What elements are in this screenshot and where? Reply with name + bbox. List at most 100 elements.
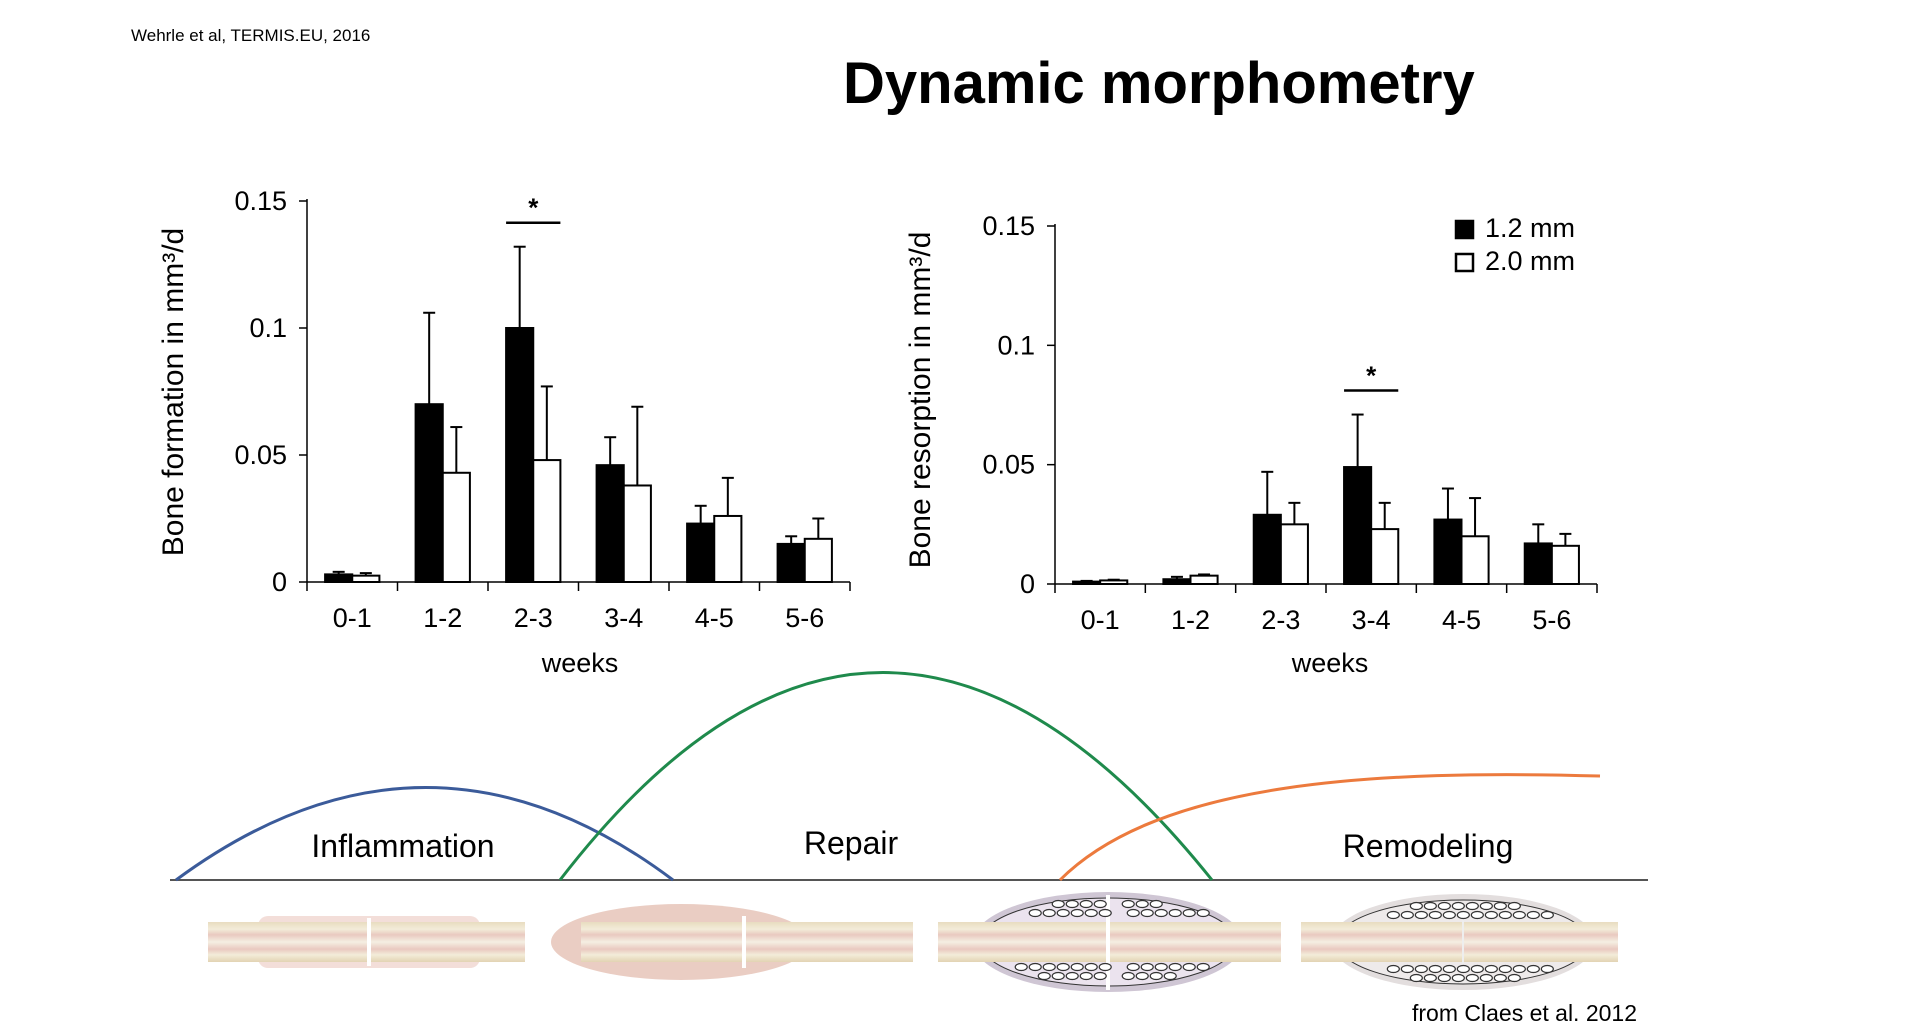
y-tick-label: 0.1	[997, 330, 1035, 360]
callus-cell	[1079, 899, 1093, 909]
callus-cell	[1056, 908, 1070, 918]
phase-label-remodeling: Remodeling	[1343, 828, 1514, 864]
callus-cell	[1409, 973, 1423, 983]
callus-cell	[1028, 962, 1042, 972]
callus-cell	[1065, 899, 1079, 909]
x-tick-label: 5-6	[1532, 605, 1571, 635]
callus-cell	[1093, 899, 1107, 909]
callus-cell	[1493, 973, 1507, 983]
callus-cell	[1037, 971, 1051, 981]
x-tick-label: 5-6	[785, 603, 824, 633]
callus-cell	[1084, 962, 1098, 972]
x-tick-label: 2-3	[514, 603, 553, 633]
bar-series-2	[713, 514, 743, 584]
callus-cell	[1470, 964, 1484, 974]
callus-cell	[1526, 964, 1540, 974]
x-tick-label: 0-1	[1081, 605, 1120, 635]
callus-cell	[1140, 908, 1154, 918]
bar-series-1	[595, 464, 625, 583]
callus-cell	[1507, 901, 1521, 911]
bar-series-1	[1252, 513, 1282, 586]
bar-series-1	[1433, 518, 1463, 585]
x-tick-label: 2-3	[1261, 605, 1300, 635]
callus-cell	[1451, 901, 1465, 911]
callus-cell	[1121, 899, 1135, 909]
y-tick-label: 0	[1020, 569, 1035, 599]
callus-cell	[1065, 971, 1079, 981]
x-axis-label: weeks	[541, 648, 619, 678]
callus-cell	[1154, 962, 1168, 972]
bar-series-1	[686, 522, 716, 584]
callus-cell	[1470, 910, 1484, 920]
bar-series-2	[441, 471, 471, 583]
bar-series-2	[1099, 579, 1129, 585]
callus-cell	[1093, 971, 1107, 981]
x-tick-label: 3-4	[604, 603, 643, 633]
x-tick-label: 1-2	[423, 603, 462, 633]
callus-cell	[1479, 973, 1493, 983]
bar-series-2	[1279, 523, 1309, 585]
healing-phase-diagram: Inflammation Repair Remodeling	[170, 671, 1648, 992]
x-tick-label: 0-1	[333, 603, 372, 633]
y-axis-label: Bone formation in mm³/d	[157, 228, 190, 556]
bar-series-2	[351, 574, 381, 584]
callus-cell	[1135, 899, 1149, 909]
callus-cell	[1456, 964, 1470, 974]
legend-swatch	[1454, 219, 1475, 240]
significance-marker: *	[1366, 361, 1377, 391]
callus-cell	[1386, 964, 1400, 974]
callus-cell	[1428, 910, 1442, 920]
callus-cell	[1428, 964, 1442, 974]
callus-cell	[1126, 908, 1140, 918]
callus-cell	[1098, 962, 1112, 972]
callus-cell	[1154, 908, 1168, 918]
callus-cell	[1442, 910, 1456, 920]
phase-label-inflammation: Inflammation	[311, 828, 494, 864]
callus-cell	[1437, 973, 1451, 983]
citation: Wehrle et al, TERMIS.EU, 2016	[131, 26, 371, 45]
bone-illustration-repair-late	[938, 892, 1281, 992]
callus-cell	[1042, 962, 1056, 972]
callus-cell	[1451, 973, 1465, 983]
bar-series-1	[324, 573, 354, 584]
x-tick-label: 3-4	[1352, 605, 1391, 635]
x-tick-label: 1-2	[1171, 605, 1210, 635]
bar-series-1	[1343, 466, 1373, 586]
bar-series-2	[622, 484, 652, 584]
bar-series-1	[776, 542, 806, 584]
bone-illustration-repair	[551, 904, 913, 980]
callus-cell	[1507, 973, 1521, 983]
callus-cell	[1498, 964, 1512, 974]
callus-cell	[1149, 971, 1163, 981]
callus-cell	[1163, 971, 1177, 981]
callus-cell	[1126, 962, 1140, 972]
callus-cell	[1423, 973, 1437, 983]
callus-cell	[1070, 908, 1084, 918]
callus-cell	[1479, 901, 1493, 911]
callus-cell	[1028, 908, 1042, 918]
callus-cell	[1056, 962, 1070, 972]
bar-series-2	[1460, 535, 1490, 585]
legend-swatch	[1454, 252, 1475, 273]
x-tick-label: 4-5	[1442, 605, 1481, 635]
legend-label: 1.2 mm	[1485, 213, 1575, 243]
callus-cell	[1168, 908, 1182, 918]
y-tick-label: 0	[272, 567, 287, 597]
bar-series-2	[1550, 544, 1580, 586]
inflammation-curve	[175, 786, 674, 882]
callus-cell	[1400, 964, 1414, 974]
callus-cell	[1051, 971, 1065, 981]
x-tick-label: 4-5	[695, 603, 734, 633]
callus-cell	[1512, 910, 1526, 920]
callus-cell	[1409, 901, 1423, 911]
callus-cell	[1423, 901, 1437, 911]
x-axis-label: weeks	[1291, 648, 1369, 678]
bone-illustration-remodeling	[1301, 894, 1618, 990]
callus-cell	[1414, 964, 1428, 974]
bar-series-1	[1162, 578, 1192, 586]
callus-cell	[1014, 962, 1028, 972]
callus-cell	[1414, 910, 1428, 920]
remodeling-curve	[1058, 773, 1601, 882]
bar-series-1	[505, 327, 535, 583]
